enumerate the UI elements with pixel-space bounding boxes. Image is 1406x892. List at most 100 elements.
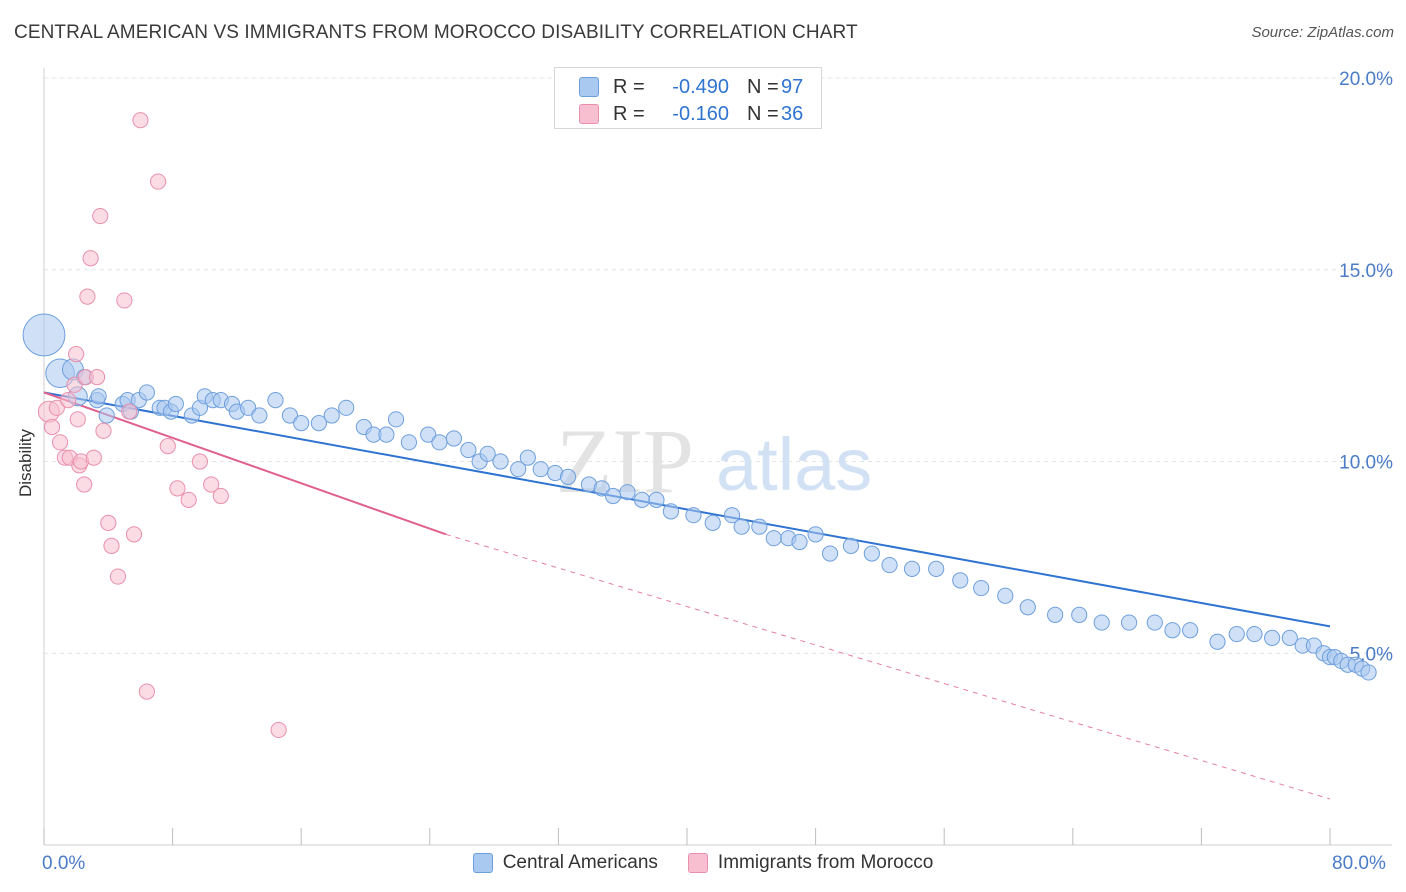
point-central-american — [1281, 629, 1298, 647]
legend-swatch-blue — [579, 77, 599, 97]
series-swatch-pink — [687, 853, 708, 873]
point-central-american — [338, 399, 355, 416]
point-central-american — [604, 487, 622, 505]
point-central-american — [138, 384, 155, 401]
point-morocco — [125, 526, 143, 543]
point-morocco — [79, 288, 96, 305]
legend-row-morocco: R = -0.160 N = 36 — [579, 101, 803, 127]
point-central-american — [1019, 599, 1036, 616]
point-central-american — [559, 468, 577, 485]
legend-r-value: -0.160 — [672, 102, 729, 125]
point-morocco — [60, 392, 77, 409]
point-central-american — [821, 545, 839, 562]
x-tick-label-min: 0.0% — [42, 853, 86, 874]
point-central-american — [765, 530, 782, 547]
point-central-american — [1164, 622, 1181, 639]
series-legend-central-americans[interactable]: Central Americans — [472, 852, 658, 874]
point-morocco — [212, 487, 229, 505]
point-central-american — [842, 537, 860, 554]
point-morocco — [48, 399, 65, 416]
point-central-american — [1246, 625, 1263, 643]
point-central-american — [510, 461, 527, 478]
point-central-american — [685, 507, 702, 524]
point-central-american — [863, 545, 880, 562]
point-central-american — [881, 556, 898, 574]
point-central-american — [1209, 633, 1226, 650]
point-central-american — [973, 579, 990, 597]
point-morocco — [138, 683, 155, 700]
point-morocco — [109, 568, 127, 585]
x-tick-label-max: 80.0% — [1332, 853, 1386, 874]
point-morocco — [95, 422, 112, 439]
point-morocco — [85, 449, 102, 466]
point-central-american — [532, 461, 549, 478]
watermark: ZIP atlas — [556, 410, 872, 512]
series-swatch-blue — [472, 853, 493, 873]
point-central-american — [633, 491, 651, 508]
point-central-american — [1047, 606, 1064, 624]
point-central-american — [90, 388, 107, 405]
series-legend: Central Americans Immigrants from Morocc… — [0, 852, 1406, 874]
point-morocco — [68, 346, 85, 363]
data-points — [22, 112, 1377, 739]
legend-n-value: 97 — [781, 75, 804, 98]
point-central-american — [479, 445, 496, 462]
point-morocco — [103, 537, 120, 554]
chart-source: Source: ZipAtlas.com — [1251, 24, 1394, 41]
point-morocco — [132, 112, 149, 129]
point-morocco — [43, 418, 61, 436]
legend-r-value: -0.490 — [672, 75, 729, 98]
point-central-american — [662, 503, 680, 520]
point-central-american — [1071, 606, 1088, 624]
series-legend-morocco[interactable]: Immigrants from Morocco — [687, 852, 934, 874]
point-morocco — [191, 453, 209, 470]
point-central-american — [928, 560, 945, 577]
point-central-american — [648, 491, 665, 508]
trendline-morocco-extension — [445, 533, 1331, 800]
point-central-american — [281, 407, 299, 424]
point-central-american — [293, 415, 310, 432]
point-central-american — [1360, 664, 1377, 681]
y-axis-label: Disability — [16, 428, 35, 497]
point-morocco — [69, 411, 86, 428]
y-tick-label: 10.0% — [1339, 453, 1393, 474]
watermark-atlas: atlas — [716, 423, 872, 506]
point-morocco — [121, 403, 138, 420]
point-central-american — [997, 587, 1014, 604]
legend-n-label: N = — [747, 75, 779, 98]
point-central-american — [1093, 614, 1110, 631]
point-central-american — [1182, 622, 1199, 639]
y-tick-label: 20.0% — [1339, 69, 1393, 90]
series-legend-label: Central Americans — [502, 852, 658, 873]
point-central-american — [807, 526, 824, 543]
point-central-american — [420, 426, 437, 443]
point-central-american — [903, 560, 921, 577]
legend-n-value: 36 — [781, 102, 804, 125]
point-central-american — [791, 533, 808, 551]
axes: 5.0%10.0%15.0%20.0% — [43, 68, 1393, 846]
point-morocco — [66, 376, 83, 393]
legend-r-label: R = — [613, 75, 645, 98]
point-morocco — [150, 173, 167, 190]
point-central-american — [593, 480, 610, 497]
point-morocco — [92, 207, 109, 225]
point-morocco — [76, 476, 93, 493]
point-central-american — [98, 407, 115, 424]
point-central-american — [1228, 625, 1245, 643]
point-central-american — [310, 415, 327, 432]
point-morocco — [203, 476, 220, 493]
point-central-american — [751, 518, 768, 535]
trendline-central-americans — [43, 391, 1331, 628]
point-central-american — [251, 407, 268, 424]
point-central-american — [704, 514, 721, 531]
point-central-american — [1120, 614, 1138, 631]
point-morocco — [270, 721, 287, 739]
series-legend-label: Immigrants from Morocco — [717, 852, 934, 873]
legend-swatch-pink — [579, 104, 599, 124]
point-central-american — [723, 507, 741, 524]
point-central-american — [519, 449, 536, 466]
point-morocco — [169, 480, 186, 497]
point-central-american — [323, 407, 340, 424]
point-morocco — [100, 514, 117, 531]
